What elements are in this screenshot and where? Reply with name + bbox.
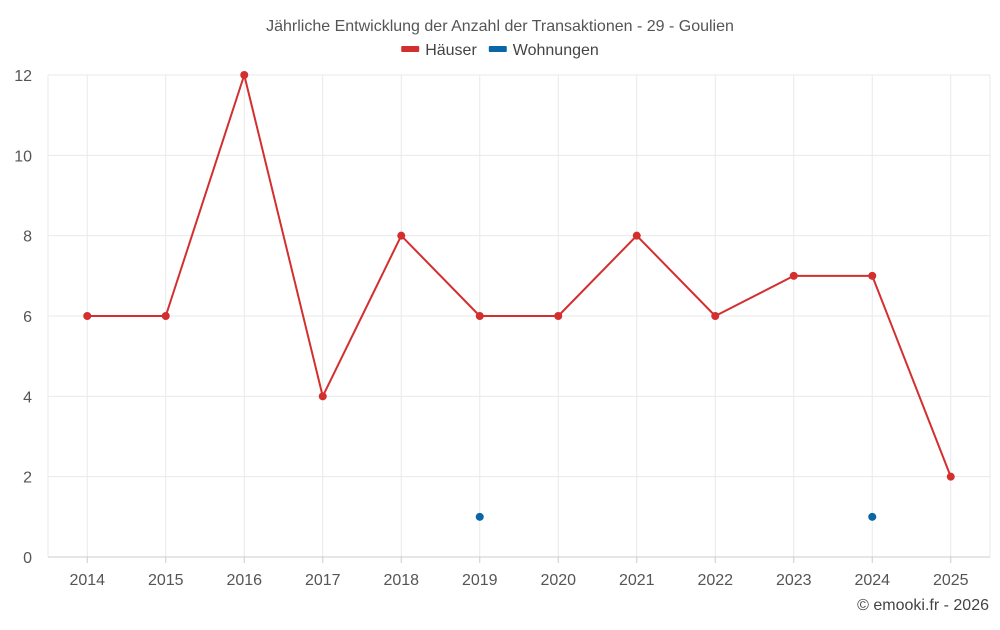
data-point-h-user-2021[interactable] — [632, 231, 641, 240]
data-point-h-user-2022[interactable] — [711, 312, 720, 320]
legend-swatch-h-user[interactable] — [401, 46, 420, 52]
copyright-credit: © emooki.fr - 2026 — [857, 597, 989, 614]
x-tick-label: 2018 — [383, 572, 419, 589]
y-tick-label: 12 — [14, 68, 32, 85]
data-point-h-user-2024[interactable] — [868, 271, 877, 280]
data-point-h-user-2025[interactable] — [946, 472, 955, 481]
x-tick-label: 2020 — [540, 572, 576, 589]
x-tick-label: 2024 — [854, 572, 890, 589]
x-tick-label: 2022 — [697, 572, 733, 589]
series-h-user — [83, 71, 955, 481]
y-tick-label: 4 — [23, 389, 32, 406]
x-tick-label: 2019 — [462, 572, 498, 589]
x-tick-label: 2016 — [226, 572, 262, 589]
data-point-h-user-2015[interactable] — [161, 312, 170, 320]
y-tick-label: 10 — [14, 148, 32, 165]
legend[interactable]: Häuser Wohnungen — [401, 42, 599, 59]
data-point-h-user-2018[interactable] — [397, 231, 406, 240]
data-point-h-user-2017[interactable] — [318, 392, 327, 401]
y-tick-label: 8 — [23, 229, 32, 246]
x-tick-label: 2025 — [933, 572, 969, 589]
data-point-h-user-2023[interactable] — [789, 271, 798, 280]
x-tick-label: 2021 — [619, 572, 655, 589]
data-point-wohnungen-2024[interactable] — [868, 512, 877, 521]
y-tick-label: 2 — [23, 470, 32, 487]
chart-title: Jährliche Entwicklung der Anzahl der Tra… — [266, 18, 734, 35]
series-wohnungen — [475, 512, 877, 521]
axis-layer: 0 2 4 6 8 10 12 2014 2015 2016 2017 2018 2019 2020 202… — [14, 68, 990, 589]
data-point-wohnungen-2019[interactable] — [475, 512, 484, 521]
data-point-h-user-2016[interactable] — [240, 71, 249, 79]
x-tick-label: 2014 — [69, 572, 105, 589]
y-tick-label: 6 — [23, 309, 32, 326]
legend-label-wohnungen[interactable]: Wohnungen — [513, 42, 599, 59]
x-tick-label: 2015 — [148, 572, 184, 589]
x-tick-label: 2017 — [305, 572, 341, 589]
x-tick-label: 2023 — [776, 572, 812, 589]
data-point-h-user-2020[interactable] — [554, 312, 563, 320]
legend-label-h-user[interactable]: Häuser — [425, 42, 477, 59]
series-line-h-user — [87, 74, 952, 478]
series-layer — [83, 71, 955, 521]
data-point-h-user-2014[interactable] — [83, 312, 92, 320]
data-point-h-user-2019[interactable] — [475, 312, 484, 320]
legend-swatch-wohnungen[interactable] — [488, 46, 507, 52]
y-tick-label: 0 — [23, 550, 32, 567]
